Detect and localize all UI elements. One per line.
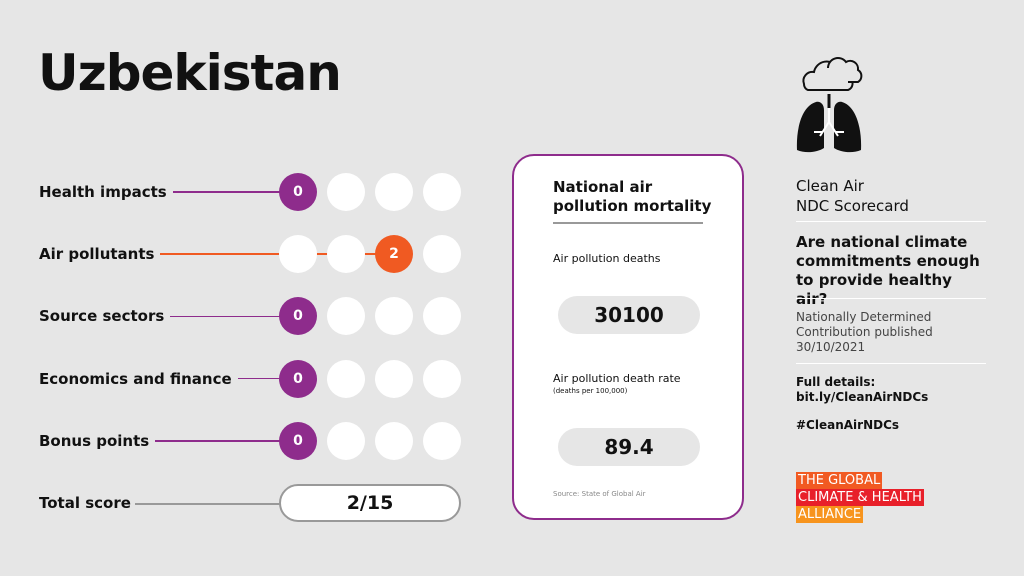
row-label: Health impacts: [39, 183, 167, 201]
score-dot: 0: [279, 297, 317, 336]
connector: [173, 191, 298, 193]
rate-label: Air pollution death rate: [553, 372, 681, 385]
card-title: National air pollution mortality: [553, 178, 711, 216]
score-dot: 0: [279, 359, 317, 398]
connector: [170, 315, 298, 318]
card-title-line: National air: [553, 178, 653, 196]
logo-line: ALLIANCE: [796, 506, 864, 523]
empty-dot: [327, 173, 365, 211]
empty-dot: [327, 297, 365, 336]
details-label: Full details:: [796, 375, 876, 389]
empty-dot: [423, 235, 461, 274]
rate-value: 89.4: [558, 428, 700, 466]
empty-dot: [375, 421, 413, 460]
total-value: 2/15: [279, 484, 461, 522]
row-label: Air pollutants: [39, 245, 155, 264]
rule: [796, 363, 986, 364]
empty-dot: [327, 421, 365, 460]
heading-line: Clean Air: [796, 177, 864, 195]
connector: [135, 503, 280, 505]
details: Full details: bit.ly/CleanAirNDCs: [796, 375, 986, 405]
empty-dot: [375, 297, 413, 336]
card-rule: [553, 222, 703, 224]
ndc-note: Nationally Determined Contribution publi…: [796, 310, 986, 355]
question-line: to provide healthy air?: [796, 271, 952, 308]
connector: [155, 440, 298, 442]
deaths-value: 30100: [558, 296, 700, 334]
lungs-icon: [796, 57, 863, 153]
score-dot: 2: [375, 235, 413, 274]
rate-unit: (deaths per 100,000): [553, 387, 628, 395]
rule: [796, 298, 986, 299]
deaths-label: Air pollution deaths: [553, 252, 661, 265]
total-label: Total score: [39, 494, 131, 512]
question-line: commitments enough: [796, 252, 980, 270]
empty-dot: [423, 421, 461, 460]
row-label: Economics and finance: [39, 369, 232, 388]
row-label: Bonus points: [39, 431, 150, 450]
card-title-line: pollution mortality: [553, 197, 712, 215]
mortality-card: National air pollution mortality Air pol…: [512, 154, 744, 520]
empty-dot: [375, 359, 413, 398]
title: Uzbekistan: [38, 44, 342, 102]
logo-line: THE GLOBAL: [796, 472, 883, 489]
empty-dot: [327, 235, 365, 274]
hashtag: #CleanAirNDCs: [796, 418, 900, 432]
row-label: Source sectors: [39, 307, 165, 326]
ndc-line: Nationally Determined: [796, 310, 932, 324]
score-dot: 0: [279, 421, 317, 460]
heading-line: NDC Scorecard: [796, 197, 909, 215]
rule: [796, 221, 986, 222]
logo-line: CLIMATE & HEALTH: [796, 489, 924, 506]
empty-dot: [423, 359, 461, 398]
source: Source: State of Global Air: [553, 490, 646, 498]
empty-dot: [375, 173, 413, 211]
question: Are national climate commitments enough …: [796, 233, 986, 309]
empty-dot: [327, 359, 365, 398]
connector: [238, 377, 298, 380]
empty-dot: [279, 235, 317, 274]
ndc-line: 30/10/2021: [796, 340, 866, 354]
empty-dot: [423, 173, 461, 211]
alliance-logo: THE GLOBAL CLIMATE & HEALTH ALLIANCE: [796, 472, 924, 523]
sidebar-heading: Clean Air NDC Scorecard: [796, 176, 986, 216]
empty-dot: [423, 297, 461, 336]
details-link[interactable]: bit.ly/CleanAirNDCs: [796, 390, 929, 404]
score-dot: 0: [279, 173, 317, 211]
connector: [160, 253, 394, 255]
question-line: Are national climate: [796, 233, 968, 251]
ndc-line: Contribution published: [796, 325, 933, 339]
